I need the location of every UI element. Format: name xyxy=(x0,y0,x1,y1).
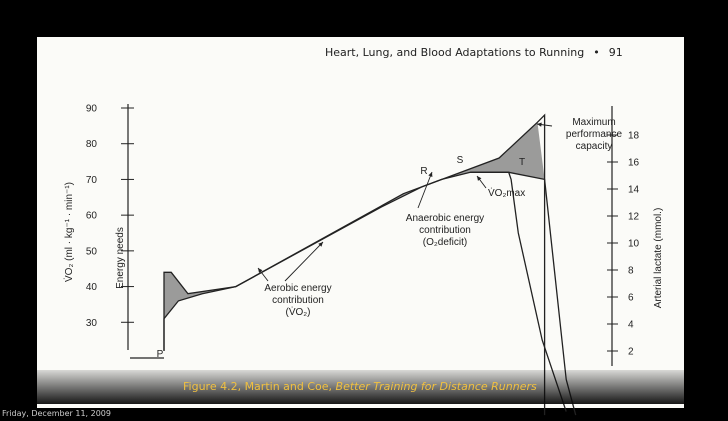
y-right-tick-label-10: 10 xyxy=(628,239,640,250)
caption-book-title: Better Training for Distance Runners xyxy=(335,380,537,393)
leader-line-5 xyxy=(284,241,324,282)
y-right-tick-label-12: 12 xyxy=(628,212,640,223)
annotation-7-line-3: (V̇O₂) xyxy=(286,305,311,318)
y-right-tick-label-18: 18 xyxy=(628,131,640,142)
page-header-bullet: • xyxy=(593,46,600,59)
annotation-1-line-1: Maximum xyxy=(572,117,615,128)
y-right-tick-label-8: 8 xyxy=(628,266,634,277)
annotation-8: P xyxy=(157,349,164,360)
y-right-tick-label-4: 4 xyxy=(628,320,634,331)
energy-needs-label: Energy needs xyxy=(115,227,126,289)
y-right-tick-label-16: 16 xyxy=(628,158,640,169)
caption-prefix: Figure 4.2, Martin and Coe, xyxy=(183,380,336,393)
caption-bar xyxy=(37,370,684,404)
y-left-tick-label-90: 90 xyxy=(86,104,98,115)
energy-deficit-shading xyxy=(164,122,545,351)
series-line-3 xyxy=(470,171,567,412)
y-right-tick-label-6: 6 xyxy=(628,293,634,304)
y-left-tick-label-80: 80 xyxy=(86,139,98,150)
y-left-axis-label: V̇O₂ (ml · kg⁻¹ · min⁻¹) xyxy=(62,182,75,282)
annotation-7-line-1: Aerobic energy xyxy=(264,283,331,294)
figure-caption: Figure 4.2, Martin and Coe, Better Train… xyxy=(183,380,537,393)
footer-date: Friday, December 11, 2009 xyxy=(2,409,111,418)
leader-line-3 xyxy=(417,171,433,209)
annotation-3: S xyxy=(457,155,464,166)
annotation-4: T xyxy=(519,157,525,168)
leader-arrowhead-1 xyxy=(537,122,542,127)
leader-arrowhead-2 xyxy=(477,176,482,181)
annotation-6-line-1: Anaerobic energy xyxy=(406,213,484,224)
annotation-7-line-2: contribution xyxy=(272,295,324,306)
annotation-5: V̇O₂max xyxy=(488,186,525,199)
annotation-6-line-3: (O₂deficit) xyxy=(423,237,467,248)
series-line-2 xyxy=(163,171,577,416)
annotation-6-line-2: contribution xyxy=(419,225,471,236)
y-left-tick-label-40: 40 xyxy=(86,282,98,293)
page-number: 91 xyxy=(608,46,623,59)
y-right-axis-label: Arterial lactate (mmol.) xyxy=(653,208,664,309)
scanned-book-page xyxy=(37,37,684,408)
page-header-title: Heart, Lung, and Blood Adaptations to Ru… xyxy=(325,46,585,59)
y-left-tick-label-50: 50 xyxy=(86,246,98,257)
annotation-1-line-3: capacity xyxy=(576,141,613,152)
y-left-tick-label-70: 70 xyxy=(86,175,98,186)
leader-arrowhead-3 xyxy=(428,172,433,177)
annotation-2: R xyxy=(420,166,427,177)
y-right-tick-label-14: 14 xyxy=(628,185,640,196)
leader-arrowhead-4 xyxy=(258,268,263,273)
page-header: Heart, Lung, and Blood Adaptations to Ru… xyxy=(325,46,623,59)
leader-arrowhead-5 xyxy=(318,242,323,247)
series-line-1 xyxy=(163,113,546,416)
y-right-tick-label-2: 2 xyxy=(628,347,634,358)
annotation-1-line-2: performance xyxy=(566,129,623,140)
y-left-tick-label-30: 30 xyxy=(86,318,98,329)
y-left-tick-label-60: 60 xyxy=(86,211,98,222)
